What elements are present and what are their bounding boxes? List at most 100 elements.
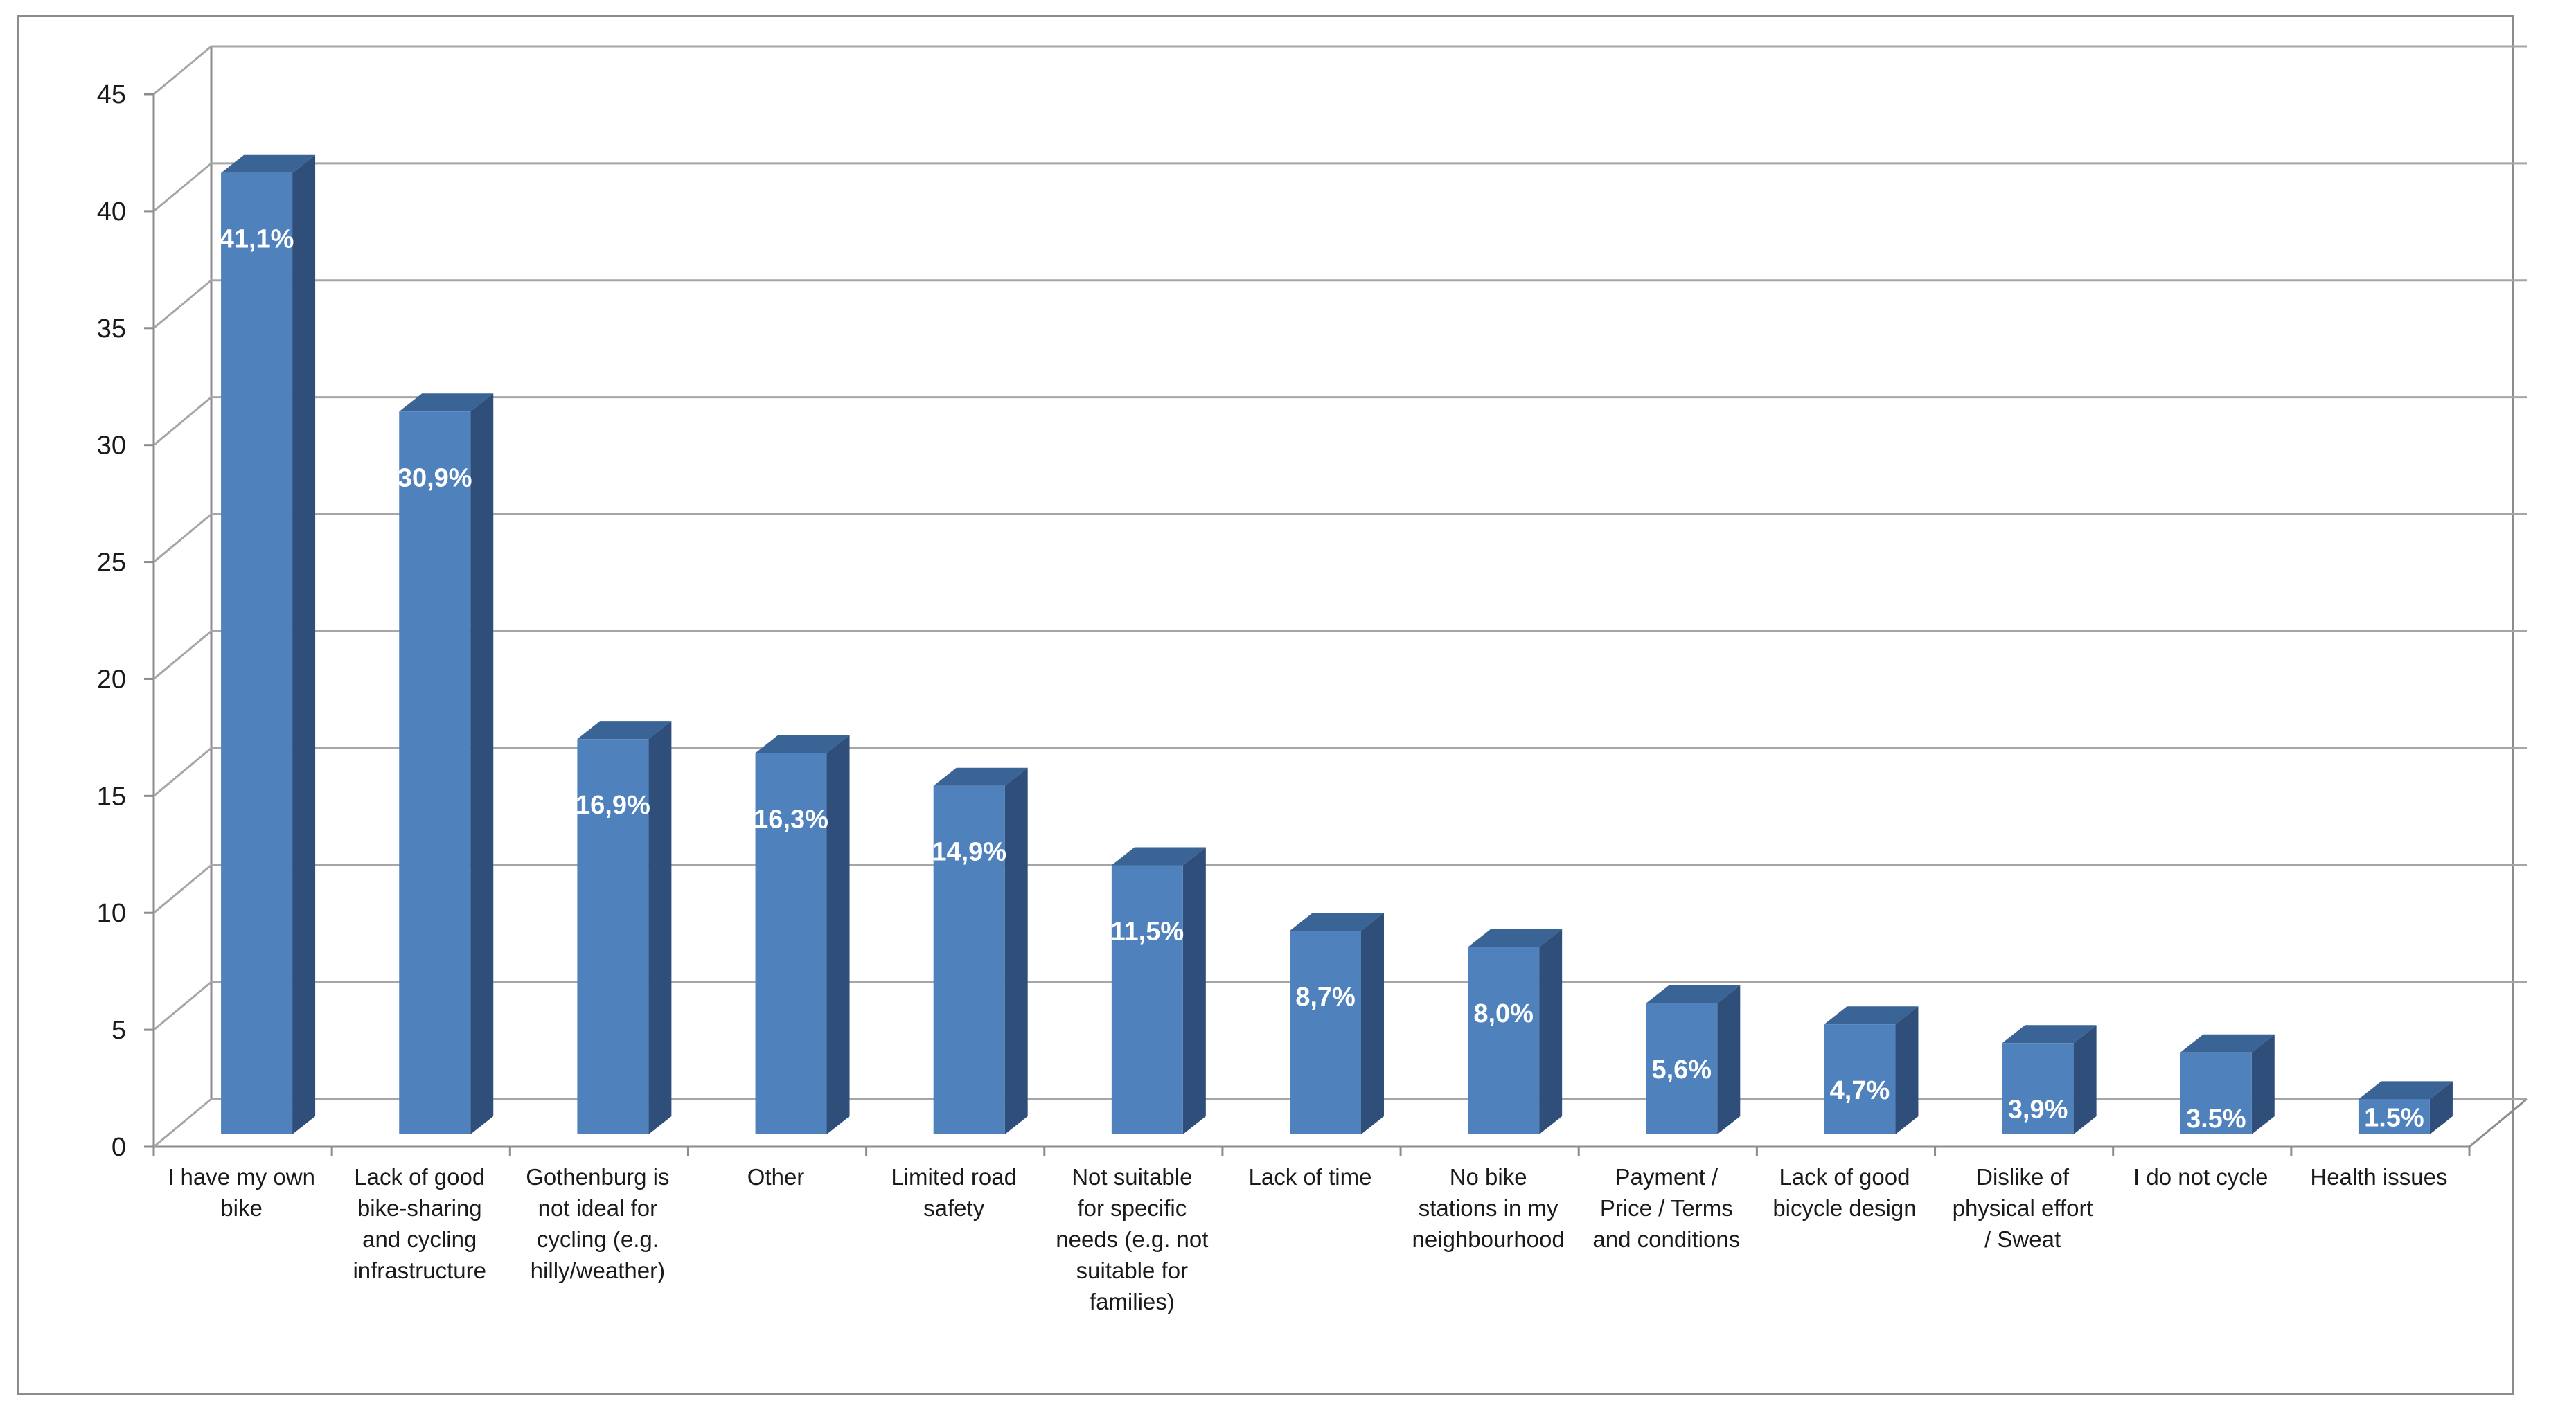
bar-side	[2251, 1034, 2275, 1134]
bar-top	[399, 393, 494, 412]
gridline-side	[153, 513, 212, 563]
bar-front	[1468, 947, 1540, 1134]
bar: 4,7%	[1824, 1006, 1919, 1134]
x-axis-labels: I have my own bike Lack of good bike-sharin…	[152, 1147, 2471, 1314]
data-label: 1.5%	[2364, 1104, 2424, 1133]
bar: 11,5%	[1111, 847, 1206, 1134]
x-category-label: Lack of time	[1249, 1164, 1372, 1190]
gridline-side	[153, 162, 212, 213]
bar: 5,6%	[1646, 985, 1741, 1134]
bar-side	[1717, 985, 1741, 1134]
bar-top	[2358, 1081, 2453, 1100]
gridline-side	[153, 45, 212, 96]
gridline-side	[153, 864, 212, 914]
bar-top	[933, 767, 1028, 786]
bar-top	[221, 154, 316, 173]
data-label: 8,0%	[1473, 999, 1534, 1028]
bar-front	[2180, 1052, 2252, 1134]
data-label: 16,3%	[754, 805, 828, 834]
x-category-label: Lack of good bike-sharing and cycling infra…	[353, 1164, 486, 1283]
x-category-label: Payment / Price / Terms and conditions	[1592, 1164, 1740, 1252]
bar: 16,3%	[754, 735, 850, 1134]
y-tick-label: 20	[97, 665, 126, 694]
y-tick-label: 45	[97, 80, 126, 109]
x-category-label: Dislike of physical effort / Sweat	[1953, 1164, 2093, 1252]
data-label: 3,9%	[2008, 1095, 2068, 1124]
bar-front	[399, 411, 471, 1135]
y-tick-label: 25	[97, 548, 126, 578]
bar-top	[1468, 929, 1563, 947]
data-label: 14,9%	[932, 838, 1006, 867]
y-tick-label: 30	[97, 431, 126, 461]
data-label: 3.5%	[2186, 1105, 2246, 1134]
bar-side	[826, 735, 850, 1134]
bar-side	[1361, 913, 1384, 1134]
bar-front	[2358, 1099, 2430, 1134]
y-tick-label: 0	[112, 1133, 126, 1162]
x-category-label: Health issues	[2310, 1164, 2447, 1190]
data-label: 30,9%	[398, 463, 472, 492]
bar-front	[1824, 1024, 1896, 1134]
y-tick-label: 15	[97, 782, 126, 811]
bar-front	[1646, 1003, 1718, 1134]
x-category-label: Limited road safety	[891, 1164, 1017, 1221]
bar-top	[1646, 985, 1741, 1003]
gridline-side	[153, 981, 212, 1031]
y-tick-label: 10	[97, 899, 126, 928]
bar-side	[1004, 767, 1028, 1134]
gridline-side	[153, 747, 212, 797]
bar: 16,9%	[576, 721, 672, 1134]
bar-top	[1290, 913, 1384, 931]
bar-side	[2073, 1025, 2097, 1134]
y-axis-ticks: 0 5 10 15 20 25 30 35 40 45	[97, 80, 154, 1162]
gridline-side	[153, 1098, 212, 1148]
data-label: 4,7%	[1830, 1076, 1890, 1105]
bar-front	[1290, 931, 1361, 1134]
bars: 41,1% 30,9% 16,9% 16,3% 14,9% 11,5% 8,7% 8,0% 5,…	[220, 154, 2453, 1135]
bar: 1.5%	[2358, 1081, 2453, 1134]
bar-top	[2180, 1034, 2275, 1053]
bar-side	[1182, 847, 1206, 1134]
chart-walls	[152, 46, 2528, 1148]
bar-side	[470, 393, 494, 1135]
y-tick-label: 5	[112, 1016, 126, 1045]
bar-front	[221, 172, 293, 1134]
bar-side	[1539, 929, 1563, 1134]
data-label: 11,5%	[1111, 918, 1184, 947]
bar-top	[755, 735, 850, 753]
data-label: 5,6%	[1651, 1055, 1712, 1084]
bar: 30,9%	[398, 393, 494, 1135]
x-category-label: No bike stations in my neighbourhood	[1412, 1164, 1565, 1252]
bar: 8,7%	[1290, 913, 1384, 1134]
x-category-label: I have my own bike	[168, 1164, 315, 1221]
bar-front	[755, 753, 827, 1134]
gridline-side	[153, 630, 212, 680]
bar-top	[1824, 1006, 1919, 1025]
bar-front	[933, 785, 1005, 1134]
y-tick-label: 40	[97, 197, 126, 226]
bar: 3,9%	[2002, 1025, 2097, 1134]
bar-side	[2429, 1081, 2453, 1134]
x-category-label: Not suitable for specific needs (e.g. not s…	[1056, 1164, 1208, 1314]
bar: 14,9%	[932, 767, 1028, 1134]
data-label: 8,7%	[1295, 983, 1356, 1012]
bar-top	[577, 721, 672, 740]
bar-side	[1895, 1006, 1919, 1134]
x-category-label: Gothenburg is not ideal for cycling (e.g. h…	[526, 1164, 669, 1283]
bar-side	[292, 154, 316, 1134]
bar-top	[2002, 1025, 2097, 1044]
bar: 8,0%	[1468, 929, 1563, 1134]
y-tick-label: 35	[97, 314, 126, 343]
bar-front	[577, 739, 649, 1134]
x-category-label: Other	[747, 1164, 805, 1190]
x-category-label: I do not cycle	[2133, 1164, 2268, 1190]
gridline-side	[153, 279, 212, 329]
bar-front	[1111, 865, 1183, 1134]
x-category-label: Lack of good bicycle design	[1773, 1164, 1916, 1221]
bar-top	[1111, 847, 1206, 866]
data-label: 41,1%	[220, 225, 294, 254]
bar-front	[2002, 1043, 2074, 1134]
bar: 41,1%	[220, 154, 316, 1134]
data-label: 16,9%	[576, 791, 650, 820]
